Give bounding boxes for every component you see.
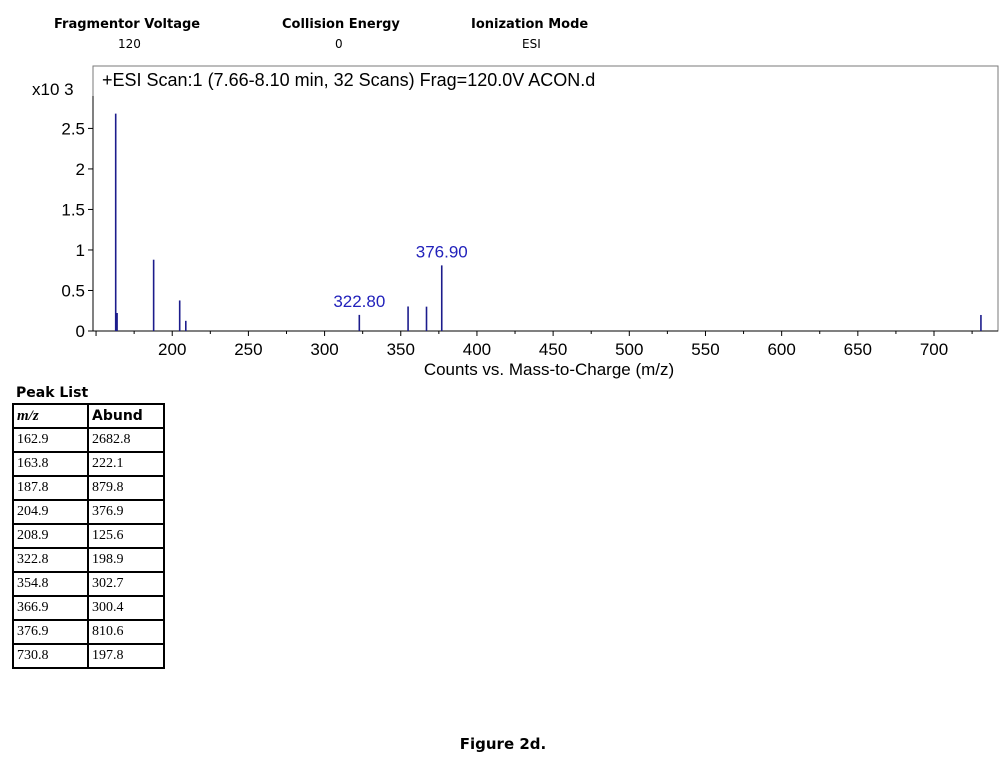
abund-cell: 302.7 <box>87 571 165 597</box>
x-tick-label: 550 <box>691 340 719 359</box>
y-tick-label: 0 <box>76 322 85 341</box>
column-header-abund: Abund <box>87 403 165 429</box>
x-tick-label: 350 <box>387 340 415 359</box>
mz-cell: 354.8 <box>12 571 89 597</box>
x-axis-title: Counts vs. Mass-to-Charge (m/z) <box>424 360 674 379</box>
abund-cell: 376.9 <box>87 499 165 525</box>
table-row: 376.9 810.6 <box>12 619 165 645</box>
fragmentor-voltage-value: 120 <box>118 37 141 51</box>
mz-cell: 163.8 <box>12 451 89 477</box>
peak-list-table: m/z Abund 162.9 2682.8 163.8 222.1 187.8 879.… <box>12 403 165 669</box>
figure-caption: Figure 2d. <box>459 735 547 753</box>
x-tick-label: 250 <box>234 340 262 359</box>
x-tick-label: 450 <box>539 340 567 359</box>
table-row: 187.8 879.8 <box>12 475 165 501</box>
peak-list-header-row: m/z Abund <box>12 403 165 429</box>
abund-cell: 197.8 <box>87 643 165 669</box>
mz-cell: 204.9 <box>12 499 89 525</box>
column-header-mz: m/z <box>12 403 89 429</box>
peak-list-title: Peak List <box>16 385 89 401</box>
mz-cell: 162.9 <box>12 427 89 453</box>
fragmentor-voltage-label: Fragmentor Voltage <box>54 17 201 32</box>
mz-cell: 187.8 <box>12 475 89 501</box>
ionization-mode-label: Ionization Mode <box>471 17 589 32</box>
x-tick-label: 500 <box>615 340 643 359</box>
peak-label: 376.90 <box>416 242 468 261</box>
peaks: 322.80 376.90 <box>114 113 982 331</box>
table-row: 366.9 300.4 <box>12 595 165 621</box>
x-tick-label: 700 <box>920 340 948 359</box>
y-tick-label: 2.5 <box>61 119 85 138</box>
mz-cell: 322.8 <box>12 547 89 573</box>
mz-cell: 730.8 <box>12 643 89 669</box>
x-tick-label: 300 <box>310 340 338 359</box>
table-row: 208.9 125.6 <box>12 523 165 549</box>
collision-energy-value: 0 <box>335 37 343 51</box>
table-row: 730.8 197.8 <box>12 643 165 669</box>
spectrum-title: +ESI Scan:1 (7.66-8.10 min, 32 Scans) Fr… <box>102 70 595 90</box>
x-tick-label: 600 <box>767 340 795 359</box>
table-row: 163.8 222.1 <box>12 451 165 477</box>
ionization-mode-value: ESI <box>522 37 541 51</box>
x-ticks: 200 250 300 350 400 450 500 550 600 650 700 <box>95 331 973 359</box>
table-row: 322.8 198.9 <box>12 547 165 573</box>
y-tick-label: 1 <box>76 241 85 260</box>
x-tick-label: 200 <box>158 340 186 359</box>
abund-cell: 300.4 <box>87 595 165 621</box>
abund-cell: 879.8 <box>87 475 165 501</box>
collision-energy-label: Collision Energy <box>282 17 400 32</box>
table-row: 162.9 2682.8 <box>12 427 165 453</box>
y-tick-label: 0.5 <box>61 281 85 300</box>
mz-cell: 376.9 <box>12 619 89 645</box>
y-multiplier-label: x10 3 <box>32 80 74 99</box>
abund-cell: 222.1 <box>87 451 165 477</box>
table-row: 354.8 302.7 <box>12 571 165 597</box>
abund-cell: 125.6 <box>87 523 165 549</box>
table-row: 204.9 376.9 <box>12 499 165 525</box>
y-tick-label: 1.5 <box>61 200 85 219</box>
peak-list-body: 162.9 2682.8 163.8 222.1 187.8 879.8 204.9 376.… <box>12 427 165 669</box>
x-tick-label: 400 <box>463 340 491 359</box>
mz-cell: 208.9 <box>12 523 89 549</box>
mass-spectrum-chart: x10 3 +ESI Scan:1 (7.66-8.10 min, 32 Sca… <box>32 65 999 379</box>
plot-frame <box>92 65 999 332</box>
abund-cell: 810.6 <box>87 619 165 645</box>
abund-cell: 198.9 <box>87 547 165 573</box>
y-ticks: 0 0.5 1 1.5 2 2.5 <box>61 119 93 341</box>
mz-cell: 366.9 <box>12 595 89 621</box>
abund-cell: 2682.8 <box>87 427 165 453</box>
peak-label: 322.80 <box>333 292 385 311</box>
x-tick-label: 650 <box>844 340 872 359</box>
y-tick-label: 2 <box>76 160 85 179</box>
